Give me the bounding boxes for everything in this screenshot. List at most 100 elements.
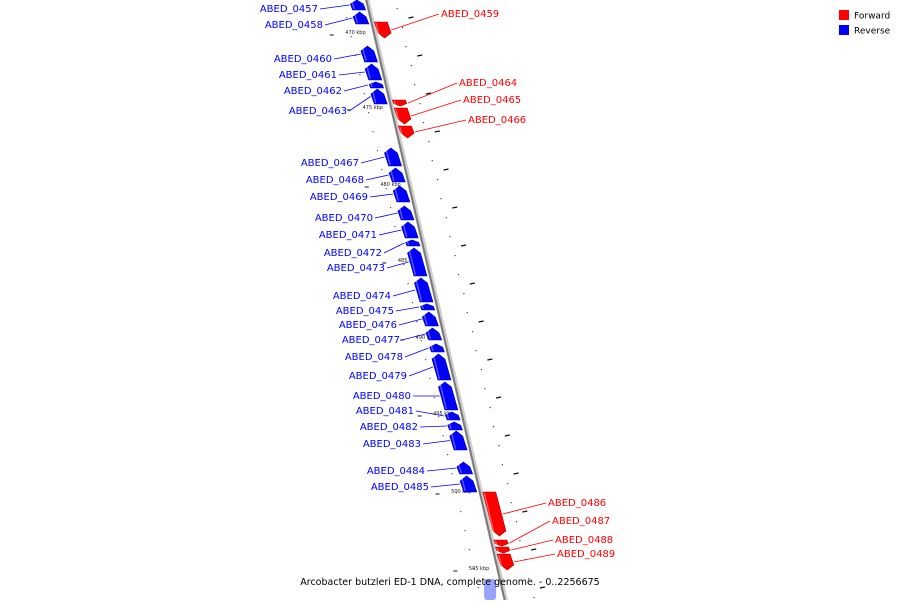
- gene-feature-abed-0458[interactable]: [352, 11, 370, 25]
- gene-feature-abed-0465[interactable]: [393, 107, 412, 125]
- gene-label-abed-0481[interactable]: ABED_0481: [356, 406, 414, 417]
- gene-feature-abed-0480[interactable]: [438, 381, 459, 411]
- gene-label-abed-0473[interactable]: ABED_0473: [327, 263, 385, 274]
- gene-feature-abed-0463[interactable]: [370, 88, 388, 105]
- gene-label-abed-0485[interactable]: ABED_0485: [371, 482, 429, 493]
- gene-label-abed-0478[interactable]: ABED_0478: [345, 352, 403, 363]
- gene-label-abed-0475[interactable]: ABED_0475: [336, 306, 394, 317]
- leader-line: [333, 53, 361, 60]
- grid-dot: [363, 93, 365, 95]
- scale-dash: [434, 130, 440, 133]
- legend-label-reverse: Reverse: [854, 27, 891, 37]
- gene-feature-abed-0462[interactable]: [368, 81, 385, 89]
- gene-label-abed-0469[interactable]: ABED_0469: [310, 192, 368, 203]
- grid-dot: [528, 578, 530, 580]
- gene-bevel: [439, 382, 448, 410]
- leader-line: [513, 553, 556, 563]
- leader-line: [386, 261, 409, 269]
- gene-label-abed-0459[interactable]: ABED_0459: [441, 9, 499, 20]
- gene-feature-abed-0476[interactable]: [421, 311, 439, 327]
- scale-dash: [522, 510, 528, 513]
- gene-label-abed-0474[interactable]: ABED_0474: [333, 291, 391, 302]
- gene-label-abed-0461[interactable]: ABED_0461: [279, 70, 337, 81]
- gene-feature-abed-0487[interactable]: [493, 539, 509, 547]
- gene-feature-abed-0484[interactable]: [456, 461, 474, 475]
- gene-label-abed-0471[interactable]: ABED_0471: [319, 230, 377, 241]
- leader-line: [422, 440, 450, 445]
- grid-dot: [372, 131, 374, 133]
- gene-feature-abed-0485[interactable]: [459, 475, 478, 493]
- gene-label-abed-0457[interactable]: ABED_0457: [260, 4, 318, 15]
- gene-label-abed-0489[interactable]: ABED_0489: [557, 549, 615, 560]
- gene-bevel: [446, 412, 450, 420]
- gene-feature-abed-0469[interactable]: [392, 185, 411, 203]
- gene-label-abed-0484[interactable]: ABED_0484: [367, 466, 425, 477]
- leader-line: [378, 229, 402, 236]
- gene-feature-abed-0488[interactable]: [495, 546, 511, 554]
- gene-label-abed-0477[interactable]: ABED_0477: [342, 335, 400, 346]
- gene-feature-abed-0489[interactable]: [496, 553, 515, 571]
- backbone-line: [365, 0, 507, 604]
- gene-bevel: [450, 431, 457, 450]
- kbp-tick-label: 500 kbp: [451, 489, 471, 495]
- gene-bevel: [406, 240, 410, 246]
- grid-dot: [389, 207, 392, 209]
- gene-feature-abed-0461[interactable]: [364, 63, 383, 81]
- gene-label-abed-0466[interactable]: ABED_0466: [468, 115, 526, 126]
- gene-feature-abed-0472[interactable]: [405, 239, 421, 247]
- gene-feature-abed-0482[interactable]: [447, 421, 463, 431]
- gene-feature-abed-0475[interactable]: [420, 303, 436, 311]
- gene-feature-abed-0479[interactable]: [431, 353, 452, 381]
- gene-label-abed-0482[interactable]: ABED_0482: [360, 422, 418, 433]
- grid-dot: [468, 549, 471, 551]
- gene-label-abed-0480[interactable]: ABED_0480: [353, 391, 411, 402]
- gene-feature-abed-0473[interactable]: [407, 247, 428, 277]
- gene-label-abed-0465[interactable]: ABED_0465: [463, 95, 521, 106]
- gene-feature-abed-0459[interactable]: [373, 21, 392, 39]
- gene-label-abed-0479[interactable]: ABED_0479: [349, 371, 407, 382]
- gene-feature-abed-0477[interactable]: [425, 327, 443, 341]
- gene-label-abed-0460[interactable]: ABED_0460: [274, 54, 332, 65]
- gene-feature-abed-0464[interactable]: [391, 99, 408, 107]
- gene-feature-abed-0483[interactable]: [449, 430, 468, 451]
- legend: Forward Reverse: [839, 10, 891, 37]
- gene-feature-abed-0468[interactable]: [388, 167, 406, 183]
- gene-feature-abed-0466[interactable]: [397, 125, 415, 139]
- gene-label-abed-0488[interactable]: ABED_0488: [555, 535, 613, 546]
- gene-label-abed-0462[interactable]: ABED_0462: [284, 86, 342, 97]
- gene-label-abed-0463[interactable]: ABED_0463: [289, 106, 347, 117]
- gene-label-abed-0458[interactable]: ABED_0458: [265, 20, 323, 31]
- scale-dash: [495, 396, 502, 399]
- grid-dot: [477, 587, 479, 589]
- kbp-tick-label: 495 kbp: [433, 411, 453, 417]
- gene-label-abed-0464[interactable]: ABED_0464: [459, 78, 517, 89]
- gene-label-abed-0487[interactable]: ABED_0487: [552, 516, 610, 527]
- gene-feature-abed-0457[interactable]: [349, 0, 367, 11]
- gene-feature-abed-0481[interactable]: [444, 411, 461, 421]
- gene-feature-abed-0467[interactable]: [384, 147, 403, 167]
- gene-label-abed-0472[interactable]: ABED_0472: [324, 248, 382, 259]
- leader-line: [430, 483, 460, 488]
- gene-feature-abed-0478[interactable]: [429, 343, 445, 353]
- gene-bevel: [423, 312, 428, 326]
- gene-bevel: [421, 304, 424, 310]
- grid-dot: [401, 27, 404, 29]
- gene-label-abed-0470[interactable]: ABED_0470: [315, 213, 373, 224]
- grid-dot: [431, 160, 433, 162]
- gene-bevel: [426, 328, 431, 340]
- gene-label-abed-0476[interactable]: ABED_0476: [339, 320, 397, 331]
- gene-feature-abed-0486[interactable]: [482, 491, 507, 537]
- gene-bevel: [460, 476, 466, 492]
- gene-feature-abed-0460[interactable]: [360, 45, 379, 63]
- gene-label-abed-0483[interactable]: ABED_0483: [363, 439, 421, 450]
- gene-feature-abed-0474[interactable]: [414, 277, 434, 303]
- gene-label-abed-0468[interactable]: ABED_0468: [306, 175, 364, 186]
- gene-label-abed-0486[interactable]: ABED_0486: [548, 498, 606, 509]
- leader-line: [410, 99, 462, 117]
- gene-label-abed-0467[interactable]: ABED_0467: [301, 158, 359, 169]
- gene-feature-abed-0470[interactable]: [397, 205, 415, 221]
- gene-bevel: [483, 492, 496, 536]
- leader-line: [407, 82, 458, 104]
- grid-dot: [507, 483, 509, 485]
- gene-feature-abed-0471[interactable]: [401, 221, 419, 239]
